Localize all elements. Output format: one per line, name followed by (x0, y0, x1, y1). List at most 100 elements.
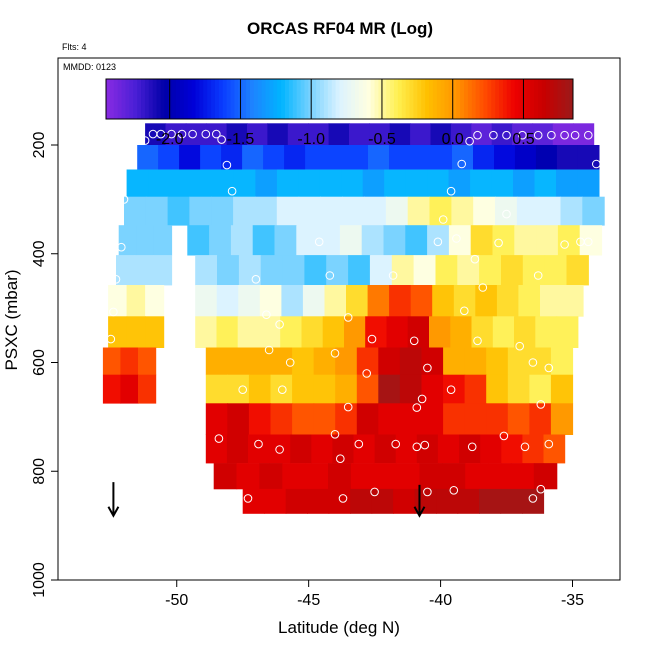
heatmap-cell (518, 285, 541, 317)
heatmap-cell (579, 225, 603, 256)
flight-point (388, 271, 398, 280)
flight-point (592, 159, 601, 169)
heatmap-cell (252, 225, 276, 256)
heatmap-cell (436, 488, 459, 514)
colorbar-segment (464, 79, 469, 119)
heatmap-cell (255, 169, 278, 198)
heatmap-cell (442, 463, 466, 490)
heatmap-cell (248, 403, 272, 435)
heatmap-cell (187, 225, 210, 256)
colorbar-segment (561, 79, 566, 119)
colorbar-segment (148, 79, 154, 119)
colorbar-segment (176, 79, 181, 119)
colorbar-segment (432, 79, 438, 119)
colorbar-segment (141, 79, 146, 119)
heatmap-cell (529, 403, 552, 435)
heatmap-cell (577, 169, 600, 198)
heatmap-cell (573, 123, 595, 146)
flight-point (114, 213, 123, 222)
heatmap-cell (274, 225, 297, 256)
heatmap-cell (280, 316, 303, 348)
heatmap-cell (582, 196, 605, 226)
flight-point (457, 159, 467, 169)
heatmap-cell (544, 255, 568, 286)
heatmap-cell (561, 285, 584, 317)
heatmap-cell (102, 374, 122, 404)
heatmap-cell (179, 145, 201, 170)
colorbar-segment (541, 79, 547, 119)
colorbar-segment (183, 79, 189, 119)
flight-point (362, 369, 372, 378)
heatmap-cell (195, 316, 218, 348)
heatmap-cell (374, 434, 397, 464)
heatmap-cell (233, 196, 256, 226)
heatmap-cell (120, 347, 139, 376)
colorbar-segment (203, 79, 208, 119)
colorbar-segment (277, 79, 282, 119)
heatmap-cell (443, 374, 466, 404)
flight-point (470, 254, 480, 264)
heatmap-cell (369, 255, 393, 286)
colorbar-segment (179, 79, 185, 119)
heatmap-cell (534, 169, 557, 198)
colorbar-tick-label: -1.0 (297, 131, 325, 148)
y-tick-label: 1000 (31, 562, 48, 598)
colorbar-segment (156, 79, 161, 119)
colorbar-segment (460, 79, 465, 119)
colorbar-segment (448, 79, 453, 119)
flight-point (502, 130, 511, 140)
colorbar-segment (117, 79, 123, 119)
heatmap-cell (302, 285, 325, 317)
heatmap-cell (328, 463, 352, 490)
colorbar-segment (300, 79, 305, 119)
heatmap-cell (153, 255, 173, 286)
flight-point (111, 275, 121, 284)
heatmap-cell (365, 316, 388, 348)
flight-point (167, 129, 176, 139)
heatmap-cell (211, 196, 234, 226)
heatmap-cell (191, 169, 214, 198)
flight-point (243, 494, 253, 503)
heatmap-cell (259, 463, 283, 490)
colorbar-segment (242, 79, 247, 119)
flight-point (212, 129, 221, 139)
heatmap-cell (205, 434, 228, 464)
heatmap-cell (405, 169, 428, 198)
colorbar-segment (440, 79, 446, 119)
heatmap-cell (238, 255, 262, 286)
heatmap-cell (543, 434, 566, 464)
heatmap-cell (318, 225, 341, 256)
heatmap-cell (435, 255, 458, 286)
colorbar-segment (491, 79, 496, 119)
heatmap-cell (538, 196, 562, 226)
colorbar-segment (366, 79, 372, 119)
heatmap-cell (550, 403, 574, 435)
heatmap-cell (464, 403, 487, 435)
colorbar-segment (444, 79, 449, 119)
flight-point (325, 271, 335, 280)
colorbar-segment (456, 79, 461, 119)
flight-point (423, 487, 432, 497)
colorbar-segment (296, 79, 302, 119)
heatmap-cell (556, 169, 579, 198)
colorbar-segment (382, 79, 387, 119)
heatmap-cell (373, 463, 398, 490)
colorbar-segment (234, 79, 239, 119)
heatmap-cell (453, 285, 476, 317)
heatmap-cell (514, 225, 537, 256)
flight-point (520, 442, 530, 452)
heatmap-cell (507, 374, 530, 404)
flight-point (494, 238, 503, 248)
heatmap-cell (324, 285, 347, 317)
heatmap-cell (566, 255, 589, 286)
flight-point (417, 394, 427, 404)
flight-point (201, 129, 211, 139)
colorbar-segment (257, 79, 263, 119)
heatmap-cell (335, 374, 358, 404)
heatmap-cell (443, 347, 466, 376)
colorbar-segment (273, 79, 278, 119)
heatmap-cell (457, 255, 480, 286)
heatmap-cell (126, 169, 149, 198)
heatmap-cell (560, 196, 583, 226)
flight-point (262, 310, 271, 320)
